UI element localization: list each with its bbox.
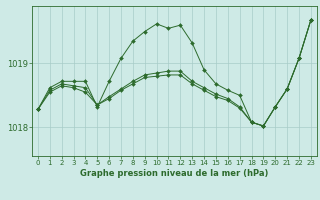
X-axis label: Graphe pression niveau de la mer (hPa): Graphe pression niveau de la mer (hPa)	[80, 169, 268, 178]
